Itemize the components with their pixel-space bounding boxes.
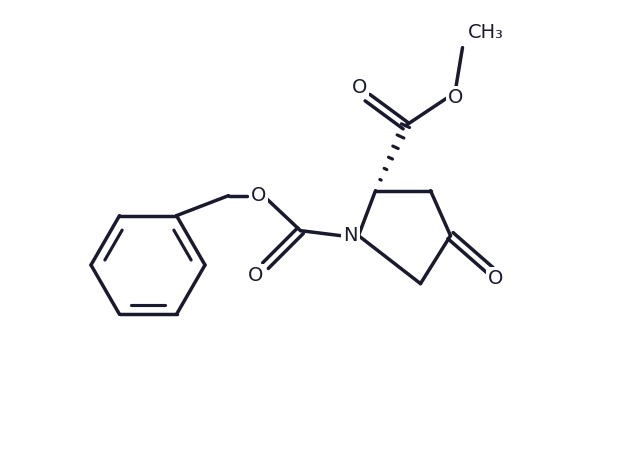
Text: CH₃: CH₃ <box>467 23 504 42</box>
Text: O: O <box>251 186 266 205</box>
Text: N: N <box>343 226 358 245</box>
Text: O: O <box>448 88 463 107</box>
Text: O: O <box>488 269 503 288</box>
Text: O: O <box>352 78 367 97</box>
Text: O: O <box>248 266 263 285</box>
